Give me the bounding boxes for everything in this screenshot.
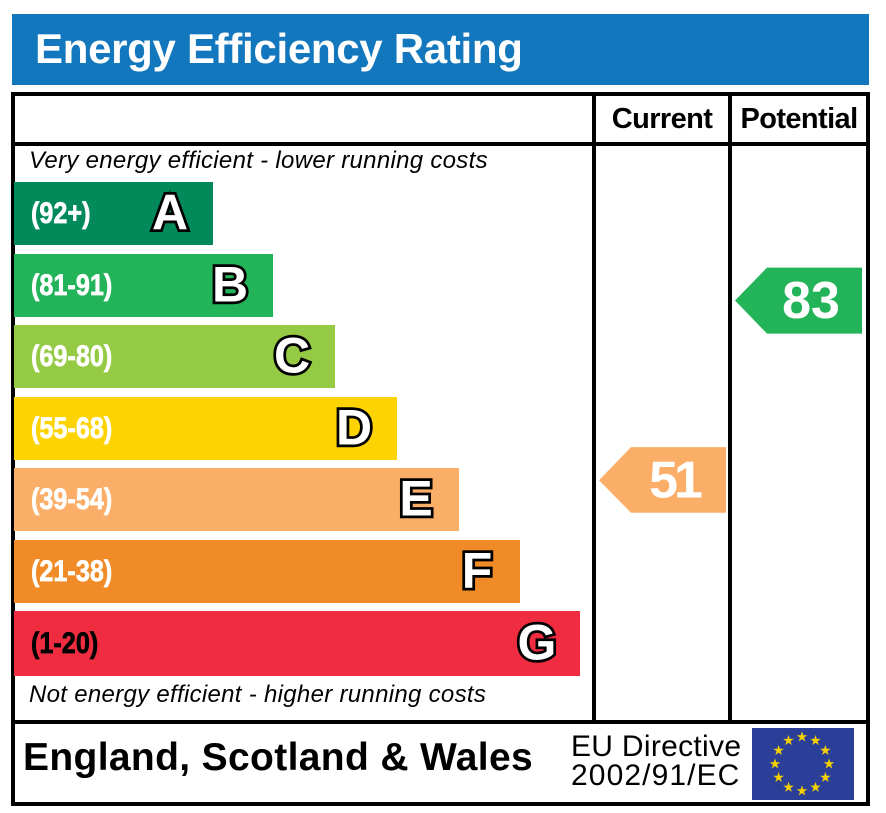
- svg-text:83: 83: [782, 272, 840, 330]
- svg-text:51: 51: [649, 452, 702, 510]
